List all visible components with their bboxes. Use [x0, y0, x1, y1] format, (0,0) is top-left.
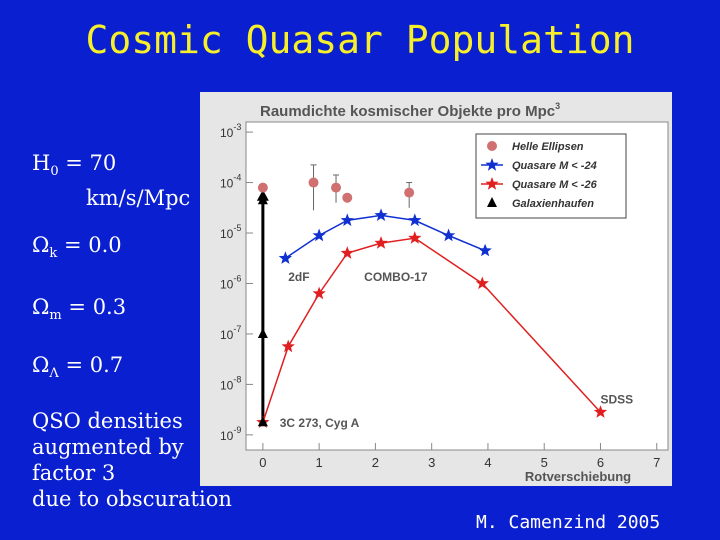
- series-line-quasare-m-26: [262, 237, 602, 423]
- omega-symbol: Ω: [32, 353, 50, 377]
- data-point-quasare-m-26: [374, 236, 388, 249]
- omega-k-value: = 0.0: [57, 233, 122, 257]
- author-credit: M. Camenzind 2005: [476, 512, 661, 533]
- y-tick-exponent: -4: [233, 173, 241, 183]
- param-omega-k: Ωk = 0.0: [32, 232, 122, 267]
- data-point-galaxienhaufen: [257, 194, 268, 205]
- data-point-quasare-m-24: [478, 243, 492, 257]
- chart-panel: Raumdichte kosmischer Objekte pro Mpc3 1 0…: [200, 92, 672, 486]
- legend-marker: [485, 158, 499, 171]
- note-line: augmented by: [32, 435, 184, 459]
- y-tick-exponent: -8: [233, 374, 241, 384]
- annotation-label: 2dF: [288, 270, 309, 284]
- note-line: factor 3: [32, 461, 116, 485]
- annotation-label: 3C 273, Cyg A: [280, 416, 360, 430]
- legend-label: Galaxienhaufen: [512, 198, 594, 210]
- legend-label: Helle Ellipsen: [512, 141, 584, 153]
- chart-title-superscript: 3: [555, 101, 560, 111]
- x-tick-label: 7: [653, 455, 660, 470]
- data-point-helle-ellipsen: [404, 187, 415, 198]
- legend-box: [475, 133, 627, 219]
- h0-value: = 70: [58, 151, 117, 175]
- param-omega-m: Ωm = 0.3: [32, 294, 126, 329]
- x-tick-label: 4: [484, 455, 491, 470]
- data-point-quasare-m-26: [281, 339, 295, 353]
- data-point-quasare-m-26: [312, 286, 326, 300]
- data-point-quasare-m-26: [408, 231, 422, 244]
- x-tick-label: 6: [597, 455, 604, 470]
- data-point-quasare-m-24: [312, 228, 326, 242]
- data-point-helle-ellipsen: [342, 192, 353, 203]
- param-omega-lambda: ΩΛ = 0.7: [32, 352, 123, 387]
- h0-subscript: 0: [50, 164, 59, 180]
- data-point-quasare-m-24: [441, 228, 456, 242]
- x-tick-label: 0: [259, 455, 266, 470]
- data-point-helle-ellipsen: [257, 182, 268, 193]
- omega-k-subscript: k: [49, 246, 58, 262]
- data-point-quasare-m-24: [278, 251, 292, 264]
- data-point-quasare-m-24: [374, 208, 388, 221]
- data-point-quasare-m-24: [408, 213, 422, 227]
- data-point-helle-ellipsen: [331, 182, 342, 193]
- y-tick-exponent: -7: [233, 324, 241, 334]
- omega-m-value: = 0.3: [61, 295, 127, 319]
- x-tick-label: 5: [541, 455, 548, 470]
- data-point-galaxienhaufen: [257, 327, 268, 338]
- slide-title: Cosmic Quasar Population: [85, 18, 635, 62]
- data-point-quasare-m-26: [475, 276, 489, 290]
- y-tick-exponent: -3: [233, 122, 241, 132]
- chart-title: Raumdichte kosmischer Objekte pro Mpc3: [260, 101, 560, 120]
- data-point-galaxienhaufen: [257, 416, 268, 427]
- y-tick-exponent: -9: [233, 425, 241, 435]
- x-axis-label: Rotverschiebung: [525, 469, 631, 484]
- omega-m-subscript: m: [49, 308, 62, 324]
- x-tick-label: 2: [372, 455, 379, 470]
- data-point-quasare-m-24: [340, 213, 354, 227]
- annotation-label: SDSS: [600, 393, 633, 407]
- x-tick-label: 1: [316, 455, 323, 470]
- annotation-label: COMBO-17: [364, 270, 428, 284]
- legend-label: Quasare M < -26: [512, 179, 598, 191]
- omega-lambda-subscript: Λ: [49, 366, 59, 382]
- data-point-quasare-m-26: [340, 246, 354, 259]
- omega-lambda-value: = 0.7: [58, 353, 124, 377]
- h0-unit: km/s/Mpc: [86, 186, 191, 211]
- note-line: due to obscuration: [32, 487, 232, 511]
- omega-symbol: Ω: [32, 295, 50, 319]
- h0-symbol: H: [32, 151, 51, 175]
- note-line: QSO densities: [32, 409, 183, 433]
- legend-marker: [487, 141, 497, 151]
- y-tick-exponent: -5: [233, 223, 241, 233]
- x-tick-label: 3: [428, 455, 435, 470]
- data-point-quasare-m-26: [593, 405, 608, 418]
- obscuration-note: QSO densities augmented by factor 3 due …: [32, 408, 232, 512]
- data-point-helle-ellipsen: [308, 177, 319, 188]
- y-tick-exponent: -6: [233, 273, 241, 283]
- legend-marker: [485, 177, 499, 190]
- omega-symbol: Ω: [32, 233, 50, 257]
- legend-label: Quasare M < -24: [512, 160, 597, 172]
- legend-marker: [487, 197, 497, 207]
- density-chart: Raumdichte kosmischer Objekte pro Mpc3 1 0…: [200, 92, 672, 486]
- param-h0: H0 = 70 km/s/Mpc: [32, 150, 190, 211]
